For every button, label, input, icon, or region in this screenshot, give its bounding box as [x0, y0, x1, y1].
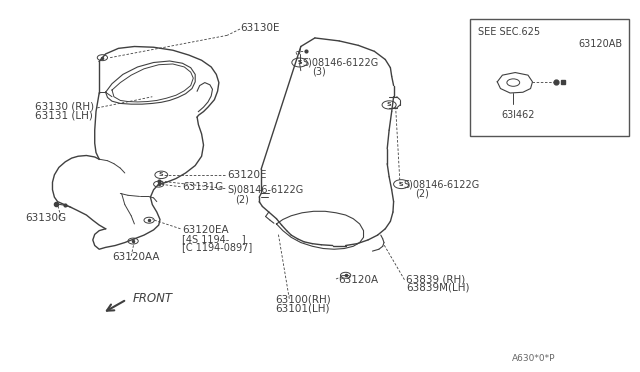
Text: 63130G: 63130G [26, 213, 67, 222]
Text: 63130 (RH): 63130 (RH) [35, 101, 94, 111]
Text: 63120E: 63120E [227, 170, 267, 180]
Text: S: S [399, 182, 404, 187]
Text: SEE SEC.625: SEE SEC.625 [478, 27, 540, 37]
Text: S: S [159, 172, 164, 177]
Text: 63120A: 63120A [338, 275, 378, 285]
Text: A630*0*P: A630*0*P [512, 354, 556, 363]
Text: S)08146-6122G: S)08146-6122G [403, 179, 479, 189]
Text: 63120EA: 63120EA [182, 225, 229, 235]
Text: 63839M(LH): 63839M(LH) [406, 283, 470, 293]
Text: FRONT: FRONT [133, 292, 173, 305]
Text: 63131G: 63131G [182, 182, 223, 192]
Text: 63l462: 63l462 [501, 110, 534, 120]
Text: S: S [387, 102, 392, 108]
Text: S: S [297, 60, 302, 65]
Text: (2): (2) [415, 188, 429, 198]
Text: S)08146-6122G: S)08146-6122G [302, 58, 378, 67]
Text: 63100(RH): 63100(RH) [275, 295, 331, 304]
Text: 63120AA: 63120AA [112, 252, 159, 262]
Text: (2): (2) [236, 194, 250, 204]
Text: (3): (3) [312, 67, 325, 76]
Text: 63131 (LH): 63131 (LH) [35, 110, 93, 120]
Text: 63120AB: 63120AB [579, 39, 623, 49]
Text: 63839 (RH): 63839 (RH) [406, 274, 466, 284]
Text: [C 1194-0897]: [C 1194-0897] [182, 243, 253, 252]
Text: 63101(LH): 63101(LH) [275, 303, 330, 313]
Bar [470, 19, 629, 136]
Text: S)08146-6122G: S)08146-6122G [227, 185, 303, 195]
Text: 63130E: 63130E [240, 23, 280, 33]
Text: [4S 1194-    ]: [4S 1194- ] [182, 234, 246, 244]
